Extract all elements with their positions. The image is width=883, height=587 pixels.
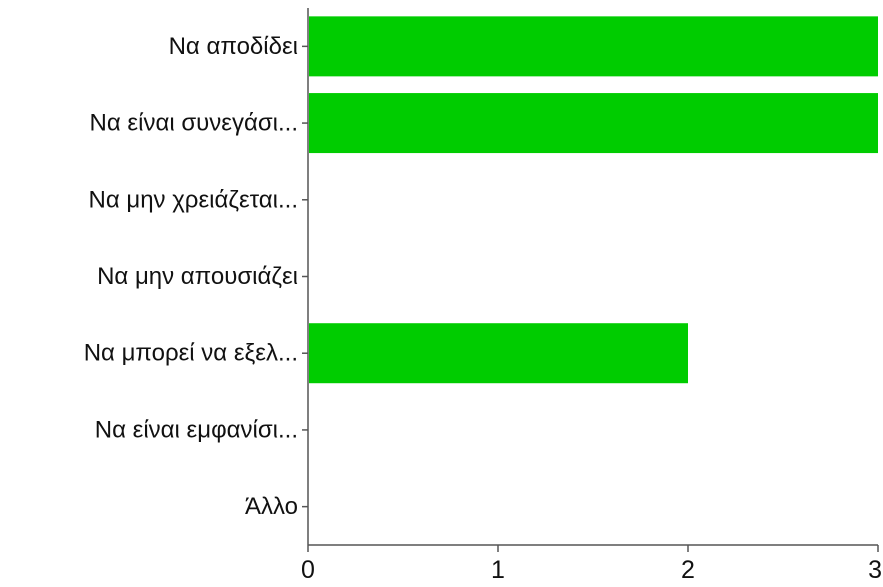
bar-4 xyxy=(309,323,688,384)
category-label-4: Να μπορεί να εξελ... xyxy=(84,340,298,367)
bars-group xyxy=(309,16,878,384)
x-tick-label-2: 2 xyxy=(681,556,695,584)
category-label-5: Να είναι εμφανίσι... xyxy=(95,416,298,443)
category-label-6: Άλλο xyxy=(245,493,298,520)
x-ticks-group: 0 1 2 3 xyxy=(301,545,882,584)
category-labels-group: Να αποδίδει Να είναι συνεγάσι... Να μην χρ… xyxy=(84,33,308,520)
category-label-2: Να μην χρειάζεται... xyxy=(88,186,298,213)
bar-1 xyxy=(309,93,878,154)
category-label-3: Να μην απουσιάζει xyxy=(97,263,298,290)
bar-0 xyxy=(309,16,878,77)
x-tick-label-3: 3 xyxy=(868,556,882,584)
x-tick-label-0: 0 xyxy=(301,556,315,584)
x-tick-label-1: 1 xyxy=(491,556,505,584)
category-label-0: Να αποδίδει xyxy=(169,33,298,60)
category-label-1: Να είναι συνεγάσι... xyxy=(90,110,298,137)
